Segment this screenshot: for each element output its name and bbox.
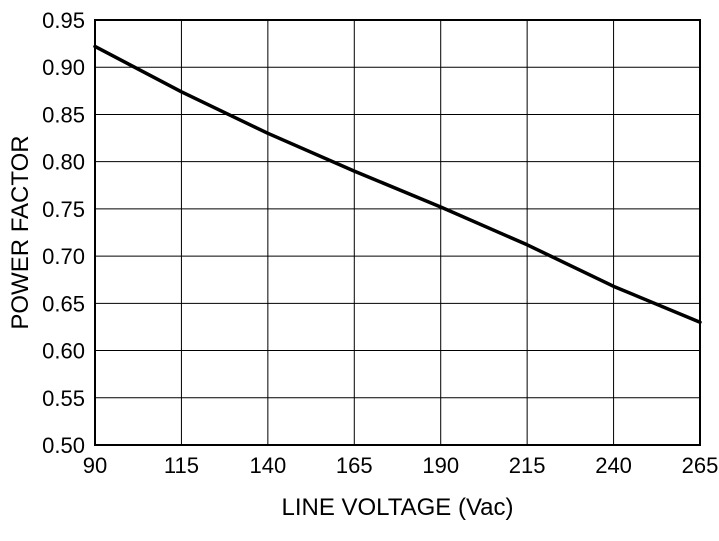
x-tick-label: 190 bbox=[422, 453, 459, 478]
x-tick-label: 140 bbox=[249, 453, 286, 478]
y-tick-label: 0.90 bbox=[42, 55, 85, 80]
pf-vs-line-voltage-chart: 90 115 140 165 190 215 240 265 0.50 0.55 0.60 0.65 0… bbox=[0, 0, 719, 541]
y-tick-label: 0.95 bbox=[42, 8, 85, 33]
x-tick-label: 115 bbox=[164, 453, 199, 478]
y-tick-label: 0.55 bbox=[42, 386, 85, 411]
y-tick-label: 0.80 bbox=[42, 150, 85, 175]
x-tick-label: 265 bbox=[682, 453, 719, 478]
y-tick-label: 0.60 bbox=[42, 339, 85, 364]
y-tick-label: 0.75 bbox=[42, 197, 85, 222]
x-axis-label: LINE VOLTAGE (Vac) bbox=[281, 494, 513, 521]
y-axis-label: POWER FACTOR bbox=[7, 135, 34, 329]
x-tick-label: 240 bbox=[595, 453, 632, 478]
x-tick-label: 90 bbox=[83, 453, 107, 478]
y-tick-label: 0.70 bbox=[42, 244, 85, 269]
plot-background bbox=[95, 20, 700, 445]
y-tick-label: 0.65 bbox=[42, 291, 85, 316]
y-tick-label: 0.85 bbox=[42, 102, 85, 127]
x-tick-label: 165 bbox=[336, 453, 373, 478]
chart-svg: 90 115 140 165 190 215 240 265 0.50 0.55 0.60 0.65 0… bbox=[0, 0, 719, 541]
y-tick-label: 0.50 bbox=[42, 433, 85, 458]
x-tick-label: 215 bbox=[509, 453, 546, 478]
